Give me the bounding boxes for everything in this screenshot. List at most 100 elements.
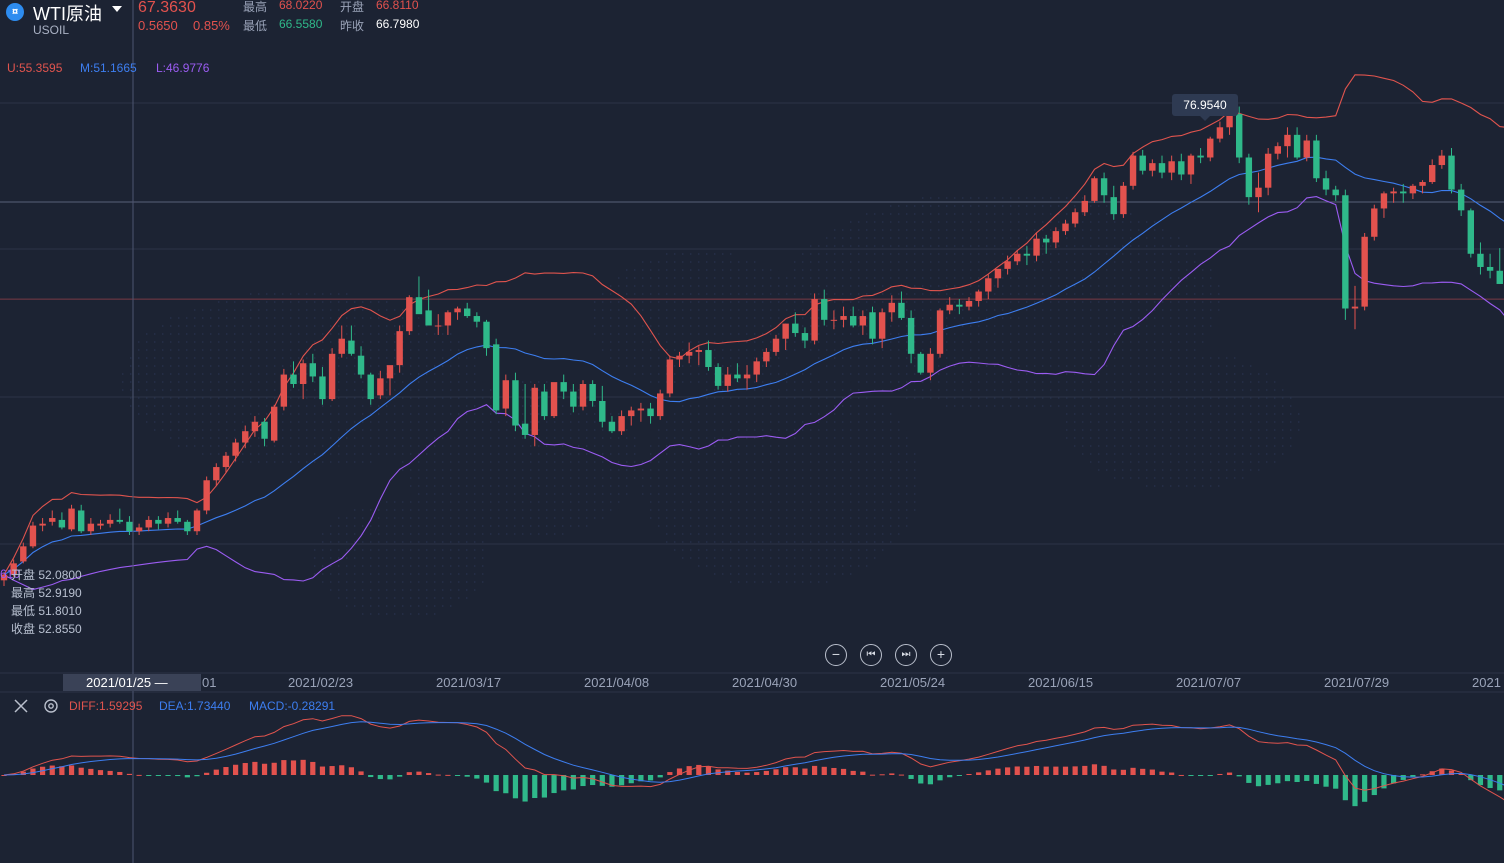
candle-89 [859,310,867,335]
macd-bar-106 [1024,766,1030,775]
candle-body-122 [1178,161,1185,175]
macd-bar-128 [1236,775,1242,777]
macd-bar-52 [503,775,509,794]
macd-bar-140 [1352,775,1358,807]
candle-body-140 [1351,306,1359,309]
macd-bar-9 [88,768,94,775]
candle-7 [68,504,75,532]
macd-bar-54 [522,775,528,802]
candle-body-45 [435,325,442,327]
crosshair-high: 最高 52.9190 [11,586,82,600]
macd-bar-13 [126,773,133,775]
macd-dea-line [3,721,1504,786]
candle-body-105 [1014,253,1021,262]
candle-0 [0,572,8,586]
candle-body-42 [406,297,413,332]
candle-35 [338,325,345,358]
candle-143 [1380,191,1388,218]
candle-108 [1043,234,1050,254]
candle-body-55 [531,387,538,435]
candle-54 [521,384,529,439]
candle-47 [454,306,461,320]
macd-bar-108 [1043,766,1049,775]
candle-115 [1110,185,1117,220]
boll-middle-legend: M:51.1665 [80,61,137,75]
dropdown-caret-icon[interactable] [112,6,122,12]
candle-125 [1207,136,1214,162]
candle-body-27 [261,421,268,439]
candle-body-52 [502,380,509,409]
candle-71 [685,342,693,364]
candle-113 [1091,176,1098,203]
candle-132 [1274,142,1281,160]
candle-body-12 [116,519,123,522]
candle-body-155 [1496,270,1503,284]
macd-bar-7 [68,765,75,775]
jump-end-button[interactable]: ⏭ [895,644,917,666]
candle-19 [184,519,191,536]
candle-104 [1004,255,1011,275]
crosshair-open: 开盘 52.0800 [11,568,82,582]
candle-body-93 [898,302,905,318]
candle-body-70 [676,355,683,360]
candle-body-139 [1342,195,1349,309]
macd-bar-29 [281,760,287,775]
candle-1 [10,559,17,577]
candle-body-36 [348,340,355,354]
macd-bar-141 [1362,775,1368,802]
zoom-in-button[interactable]: + [930,644,952,666]
candle-body-17 [164,518,172,524]
candle-48 [464,302,471,318]
candle-body-130 [1255,187,1262,198]
candle-body-32 [309,363,316,377]
candle-28 [271,404,278,443]
macd-bar-132 [1275,775,1281,784]
candle-151 [1457,183,1465,217]
close-indicator-button[interactable] [13,698,29,714]
zoom-out-button[interactable]: − [825,644,847,666]
macd-bar-30 [290,760,297,775]
macd-bar-84 [812,765,818,775]
macd-bar-152 [1468,775,1474,781]
macd-histogram-legend: MACD:-0.28291 [249,699,336,713]
candle-body-24 [232,442,239,456]
indicator-settings-button[interactable] [43,698,59,714]
candle-29 [280,368,288,411]
macd-bar-113 [1091,764,1098,775]
candle-body-20 [193,510,201,532]
peak-price-tooltip: 76.9540 [1172,94,1238,121]
candle-13 [126,516,133,536]
candle-43 [415,276,423,315]
candle-32 [309,353,316,383]
macd-bar-118 [1140,768,1146,775]
macd-bar-21 [204,772,210,775]
candle-body-112 [1081,200,1088,213]
candle-body-39 [377,378,384,396]
macd-bar-117 [1130,767,1136,775]
macd-bar-97 [937,775,943,781]
macd-bar-34 [329,766,335,775]
macd-bar-107 [1033,765,1040,775]
instrument-code: USOIL [33,23,70,37]
macd-bar-60 [580,775,586,787]
candle-74 [714,363,722,390]
crosshair-low: 最低 51.8010 [11,604,82,618]
candle-117 [1129,151,1137,190]
instrument-logo-icon: ¤ [6,3,24,21]
candle-body-3 [29,525,37,547]
macd-bar-76 [734,771,740,775]
macd-bar-82 [792,767,798,775]
candle-body-104 [1004,261,1011,269]
candle-36 [348,325,355,356]
candle-body-91 [878,312,886,339]
instrument-name[interactable]: WTI原油 [33,4,102,24]
candle-142 [1371,204,1378,241]
candle-106 [1023,246,1031,266]
candle-body-43 [415,297,423,315]
candle-63 [608,416,616,434]
candle-body-121 [1168,161,1175,173]
candlestick-series[interactable] [0,106,1504,586]
jump-start-button[interactable]: ⏮ [860,644,882,666]
macd-bar-0 [1,775,7,776]
